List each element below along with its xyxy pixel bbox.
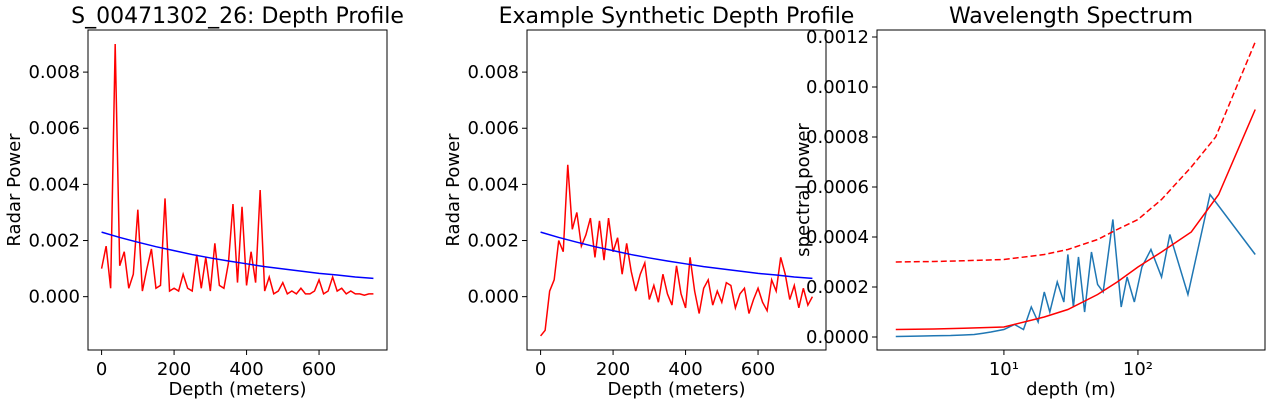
x-tick-label: 400	[668, 359, 702, 380]
series-line	[100, 44, 374, 297]
chart-title: S_00471302_26: Depth Profile	[71, 4, 404, 29]
x-tick-label: 200	[157, 359, 191, 380]
series-line	[895, 109, 1256, 331]
series-line	[540, 231, 813, 280]
x-tick-label: 0	[96, 359, 107, 380]
y-tick-label: 0.006	[467, 118, 519, 139]
plot-frame	[87, 29, 388, 351]
chart-title: Wavelength Spectrum	[949, 4, 1193, 29]
y-tick-label: 0.002	[467, 231, 519, 252]
x-tick-label: 0	[535, 359, 546, 380]
x-tick-label: 200	[596, 359, 630, 380]
y-tick-label: 0.008	[467, 62, 519, 83]
series-line	[540, 164, 814, 337]
series-line	[895, 192, 1256, 338]
plot-frame	[526, 29, 827, 351]
y-axis-label: spectral power	[793, 123, 814, 257]
y-tick-label: 0.0000	[806, 327, 869, 348]
y-axis-label: Radar Power	[443, 133, 464, 247]
series-line	[101, 231, 374, 280]
x-axis-label: Depth (meters)	[607, 379, 745, 400]
x-tick-label: 10¹	[989, 359, 1019, 380]
y-tick-label: 0.0012	[806, 27, 869, 48]
y-tick-label: 0.008	[28, 62, 80, 83]
series-line	[895, 41, 1256, 263]
chart-title: Example Synthetic Depth Profile	[499, 4, 855, 29]
y-tick-label: 0.0002	[806, 277, 869, 298]
x-tick-label: 600	[741, 359, 775, 380]
x-tick-label: 10²	[1123, 359, 1153, 380]
x-axis-label: depth (m)	[1026, 379, 1116, 400]
y-tick-label: 0.004	[467, 174, 519, 195]
x-axis-label: Depth (meters)	[168, 379, 306, 400]
x-tick-label: 600	[302, 359, 336, 380]
y-tick-label: 0.0008	[806, 127, 869, 148]
plot-frame	[876, 29, 1266, 351]
y-tick-label: 0.004	[28, 174, 80, 195]
y-tick-label: 0.000	[28, 287, 80, 308]
x-tick-label: 400	[229, 359, 263, 380]
y-tick-label: 0.000	[467, 287, 519, 308]
y-tick-label: 0.0006	[806, 177, 869, 198]
y-tick-label: 0.002	[28, 231, 80, 252]
y-tick-label: 0.0004	[806, 227, 869, 248]
y-axis-label: Radar Power	[4, 133, 25, 247]
y-tick-label: 0.0010	[806, 77, 869, 98]
y-tick-label: 0.006	[28, 118, 80, 139]
